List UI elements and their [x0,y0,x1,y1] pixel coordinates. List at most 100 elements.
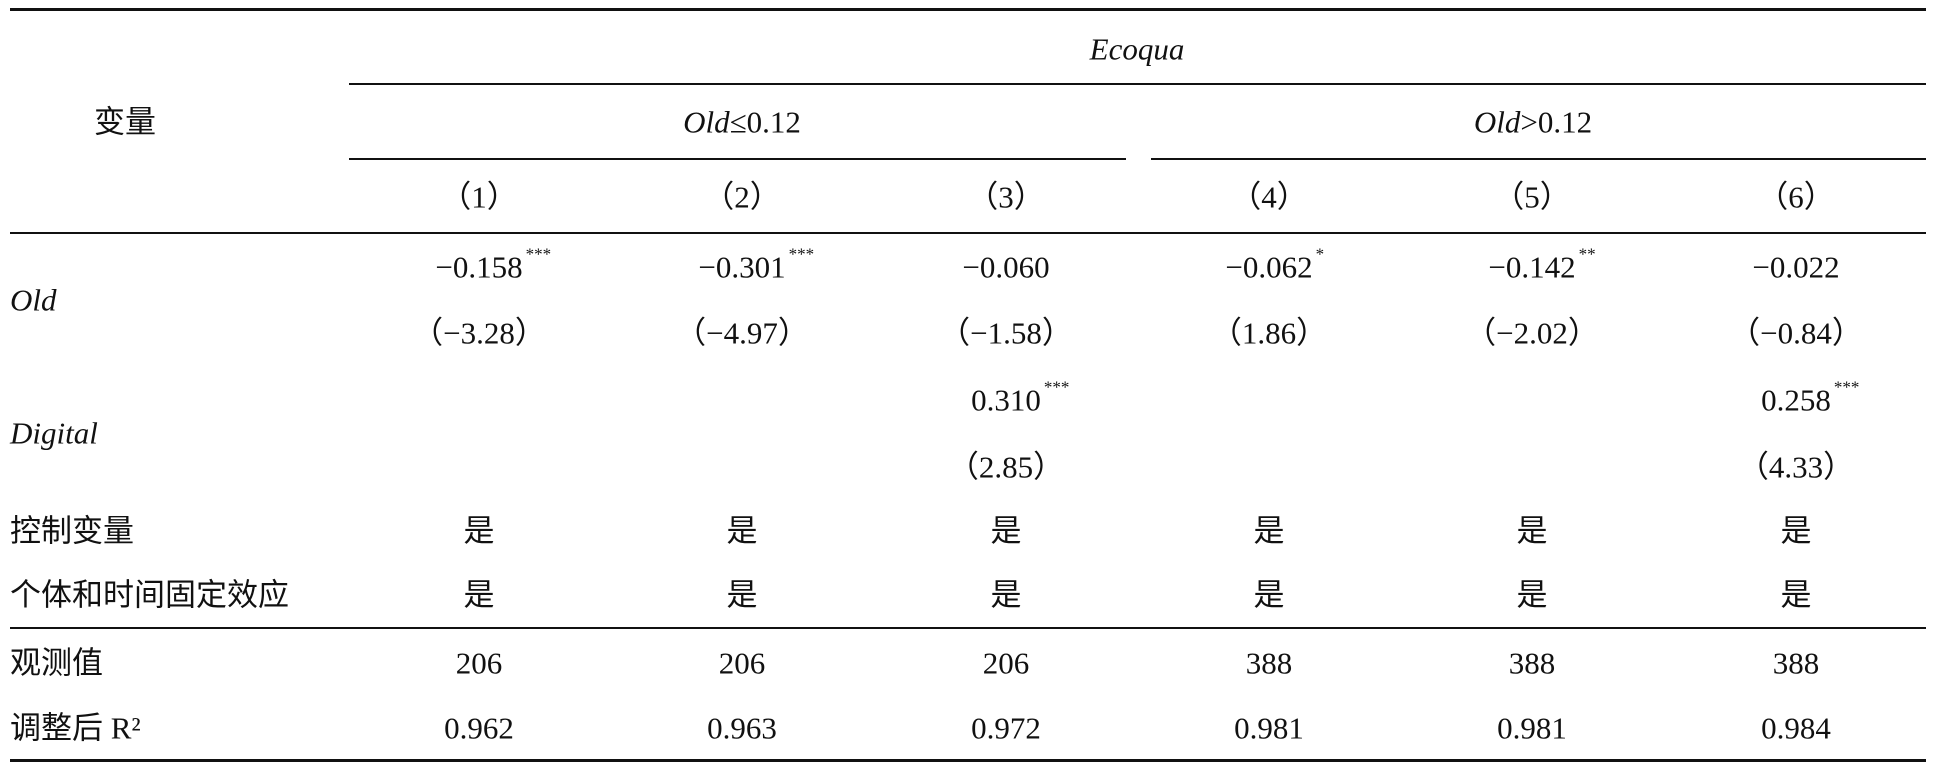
cell-value: 是 [1254,516,1285,547]
cell-value: 是 [727,516,758,547]
coefficient: −0.158 *** [435,246,551,285]
group-condition: >0.12 [1520,104,1593,140]
cell-value-text: 是 [1516,577,1548,613]
significance-stars: *** [788,244,815,264]
cell-value: 是 [991,516,1022,547]
cell-value: 是 [1517,516,1548,547]
cell-value-text: 0.963 [707,710,777,746]
cell-value: 是 [1781,580,1812,611]
coefficient: −0.301 *** [698,246,814,285]
t-statistic-text: （−4.97） [675,315,809,351]
significance-stars: * [1315,244,1325,264]
stats-rule [10,627,1926,629]
row-label-text: 控制变量 [10,513,134,549]
row-label: 调整后 R² [10,713,141,744]
coefficient-value: 0.310 [971,382,1041,418]
column-label: （4） [1230,182,1308,213]
cell-value: 是 [1254,580,1285,611]
column-label-text: （6） [1757,179,1835,215]
column-label-text: （2） [703,179,781,215]
significance-stars: *** [1043,377,1070,397]
cell-value-text: 是 [1780,577,1812,613]
row-label-header: 变量 [94,107,156,138]
cell-value: 206 [719,648,766,679]
cell-value-text: 388 [1245,645,1293,681]
column-label: （3） [967,182,1045,213]
row-label-text: 个体和时间固定效应 [10,577,289,613]
column-label-text: （1） [440,179,518,215]
cell-value-text: 是 [990,577,1022,613]
group-variable: Old [1473,104,1521,140]
significance-stars: ** [1578,244,1596,264]
cell-value-text: 是 [726,513,758,549]
cell-value: 是 [727,580,758,611]
coefficient-value: −0.062 [1225,249,1313,285]
coefficient-value: −0.142 [1488,249,1576,285]
t-statistic-text: （1.86） [1210,315,1328,351]
cell-value-text: 是 [1780,513,1812,549]
row-label: 控制变量 [10,516,134,547]
row-label-text: 调整后 R² [10,710,141,746]
group-label: Old≤0.12 [683,107,801,138]
cell-value-text: 是 [1253,513,1285,549]
row-label: Old [10,285,57,316]
t-statistic-text: （2.85） [947,449,1065,485]
significance-stars: *** [525,244,552,264]
group-rule [349,158,1126,160]
cell-value: 是 [991,580,1022,611]
cell-value: 388 [1773,648,1820,679]
row-label: 个体和时间固定效应 [10,580,289,611]
column-label-text: （3） [967,179,1045,215]
cell-value-text: 是 [463,513,495,549]
group-label: Old>0.12 [1474,107,1592,138]
cell-value: 是 [464,516,495,547]
cell-value-text: 206 [718,645,766,681]
coefficient: 0.258 *** [1761,379,1859,418]
coefficient: −0.022 [1752,252,1839,283]
t-statistic-text: （−0.84） [1729,315,1863,351]
cell-value-text: 是 [463,577,495,613]
row-label-text: Old [10,282,57,318]
column-label-text: （4） [1230,179,1308,215]
coefficient-value: 0.258 [1761,382,1831,418]
header-rule [349,83,1926,85]
t-statistic: （−3.28） [412,318,546,349]
cell-value-text: 0.972 [971,710,1041,746]
cell-value: 是 [1781,516,1812,547]
cell-value-text: 0.981 [1497,710,1567,746]
cell-value-text: 是 [1516,513,1548,549]
row-label-header-text: 变量 [94,104,156,140]
cell-value-text: 是 [726,577,758,613]
cell-value-text: 206 [982,645,1030,681]
cell-value: 206 [983,648,1030,679]
cell-value: 388 [1246,648,1293,679]
column-label: （2） [703,182,781,213]
significance-stars: *** [1833,377,1860,397]
t-statistic: （−4.97） [675,318,809,349]
coefficient-value: −0.060 [962,249,1050,285]
column-label: （6） [1757,182,1835,213]
cell-value-text: 0.962 [444,710,514,746]
coefficient-value: −0.301 [698,249,786,285]
t-statistic-text: （−3.28） [412,315,546,351]
row-label-text: Digital [10,415,98,451]
row-label: 观测值 [10,648,103,679]
cell-value: 0.972 [971,713,1041,744]
dependent-variable: Ecoqua [1090,34,1185,65]
coefficient-value: −0.158 [435,249,523,285]
column-label-text: （5） [1493,179,1571,215]
row-label-text: 观测值 [10,645,103,681]
row-label: Digital [10,418,98,449]
cell-value-text: 206 [455,645,503,681]
coefficient: −0.062 * [1225,246,1324,285]
cell-value-text: 0.984 [1761,710,1831,746]
dependent-variable-text: Ecoqua [1089,31,1185,67]
cell-value-text: 是 [1253,577,1285,613]
cell-value-text: 0.981 [1234,710,1304,746]
cell-value-text: 是 [990,513,1022,549]
column-label: （5） [1493,182,1571,213]
cell-value-text: 388 [1508,645,1556,681]
coefficient: 0.310 *** [971,379,1069,418]
t-statistic: （−1.58） [939,318,1073,349]
